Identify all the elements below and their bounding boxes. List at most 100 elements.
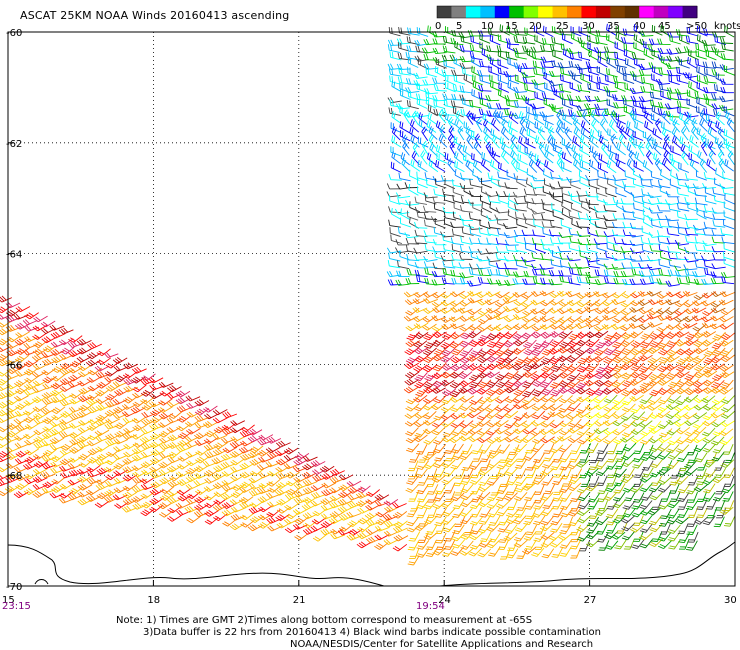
wind-barb: [533, 452, 545, 463]
wind-barb: [632, 211, 645, 221]
wind-barb: [543, 483, 556, 495]
wind-barb: [580, 120, 591, 134]
wind-barb: [491, 150, 501, 165]
wind-barb: [506, 169, 518, 181]
wind-barb: [596, 475, 608, 487]
wind-barb: [675, 371, 690, 379]
wind-barb: [550, 171, 563, 180]
wind-barb: [566, 94, 581, 101]
wind-barb: [450, 100, 464, 109]
wind-barb: [566, 176, 581, 183]
wind-barb: [687, 491, 698, 503]
wind-barb: [654, 158, 662, 173]
wind-barb: [159, 493, 175, 501]
wind-barb: [559, 452, 572, 463]
wind-barb: [247, 428, 263, 436]
wind-barb: [337, 498, 353, 506]
wind-barb: [414, 261, 429, 269]
wind-barb: [473, 141, 482, 156]
wind-barb: [638, 420, 653, 428]
wind-barb: [720, 307, 736, 316]
wind-barb: [194, 496, 209, 504]
wind-barb: [531, 443, 545, 453]
wind-barb: [131, 416, 147, 424]
wind-barb: [567, 315, 582, 324]
wind-barb: [719, 291, 735, 298]
wind-barb: [77, 435, 92, 443]
wind-barb: [440, 499, 455, 509]
wind-barb: [0, 450, 13, 458]
wind-barb: [211, 457, 227, 465]
wind-barb: [541, 355, 555, 365]
wind-barb: [422, 79, 437, 86]
wind-barb: [613, 278, 627, 285]
wind-barb: [405, 403, 420, 412]
wind-barb: [672, 135, 682, 149]
wind-barb: [112, 357, 128, 364]
wind-barb: [60, 410, 75, 418]
wind-barb: [177, 494, 193, 502]
wind-barb: [450, 364, 465, 372]
wind-barb: [176, 478, 192, 486]
wind-barb: [0, 465, 12, 473]
wind-barb: [596, 532, 609, 543]
wind-barb: [682, 290, 698, 297]
wind-barb: [603, 339, 618, 347]
wind-barb: [518, 135, 528, 149]
wind-barb: [503, 404, 518, 413]
wind-barb: [430, 403, 446, 411]
wind-barb: [521, 229, 536, 236]
wind-barb: [606, 160, 617, 174]
wind-barb: [439, 379, 455, 387]
wind-barb: [559, 339, 573, 349]
wind-barb: [534, 121, 546, 133]
wind-barb: [449, 435, 464, 444]
wind-barb: [384, 505, 399, 513]
wind-barb: [706, 507, 718, 519]
wind-barb: [294, 532, 309, 541]
wind-barb: [567, 339, 582, 348]
wind-barb: [426, 152, 437, 166]
wind-barb: [605, 540, 619, 550]
wind-barb: [640, 85, 654, 94]
wind-barb: [426, 120, 437, 133]
wind-barb: [597, 55, 608, 68]
wind-barb: [426, 468, 438, 480]
colorbar-swatch: [538, 6, 554, 18]
wind-barb: [0, 320, 12, 328]
wind-barb: [150, 481, 166, 489]
wind-barb: [641, 460, 654, 471]
wind-barb: [516, 548, 528, 559]
wind-barb: [483, 126, 493, 140]
wind-barb: [476, 263, 491, 270]
wind-barb: [422, 205, 437, 213]
wind-barb: [687, 201, 699, 212]
wind-barb: [364, 512, 380, 520]
wind-barb: [431, 291, 447, 299]
wind-barb: [621, 355, 636, 364]
wind-barb: [503, 362, 519, 370]
wind-barb: [506, 548, 519, 559]
wind-barb: [436, 152, 448, 164]
wind-barb: [534, 135, 545, 148]
wind-barb: [96, 348, 111, 356]
wind-barb: [231, 483, 246, 491]
wind-barb: [703, 483, 716, 494]
wind-barb: [640, 236, 654, 246]
wind-barb: [149, 408, 165, 417]
wind-barb: [548, 229, 563, 237]
wind-barb: [357, 517, 373, 525]
wind-barb: [249, 458, 265, 466]
wind-barb: [624, 491, 637, 502]
wind-barb: [703, 245, 717, 252]
wind-barb: [530, 182, 545, 189]
wind-barb: [614, 458, 627, 470]
wind-barb: [51, 356, 66, 364]
wind-barb: [167, 480, 183, 488]
wind-barb: [612, 339, 626, 349]
wind-barb: [95, 445, 110, 452]
wind-barb: [719, 316, 734, 323]
wind-barb: [449, 370, 464, 379]
wind-barb: [459, 339, 474, 348]
wind-barb: [566, 355, 581, 363]
